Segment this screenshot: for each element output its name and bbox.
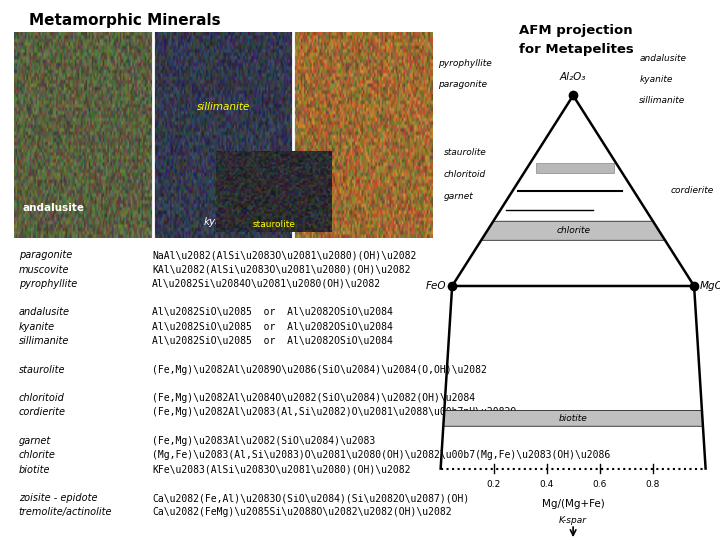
Text: garnet: garnet: [444, 192, 473, 201]
Text: for Metapelites: for Metapelites: [518, 43, 634, 56]
Text: cordierite: cordierite: [19, 408, 66, 417]
Text: chloritoid: chloritoid: [19, 393, 65, 403]
Bar: [536, 163, 613, 173]
Text: biotite: biotite: [19, 464, 50, 475]
Text: Al\u2082SiO\u2085  or  Al\u2082OSiO\u2084: Al\u2082SiO\u2085 or Al\u2082OSiO\u2084: [152, 307, 393, 318]
Text: 0.6: 0.6: [593, 480, 607, 489]
Text: andalusite: andalusite: [23, 203, 85, 213]
Text: chlorite: chlorite: [556, 226, 590, 235]
Text: K-spar: K-spar: [559, 516, 587, 525]
Text: FeO: FeO: [426, 281, 446, 291]
Text: KFe\u2083(AlSi\u2083O\u2081\u2080)(OH)\u2082: KFe\u2083(AlSi\u2083O\u2081\u2080)(OH)\u…: [152, 464, 410, 475]
Text: sillimanite: sillimanite: [197, 103, 250, 112]
Text: Al\u2082SiO\u2085  or  Al\u2082OSiO\u2084: Al\u2082SiO\u2085 or Al\u2082OSiO\u2084: [152, 336, 393, 346]
Text: (Fe,Mg)\u2082Al\u2084O\u2082(SiO\u2084)\u2082(OH)\u2084: (Fe,Mg)\u2082Al\u2084O\u2082(SiO\u2084)\…: [152, 393, 475, 403]
Text: Mg/(Mg+Fe): Mg/(Mg+Fe): [541, 500, 605, 509]
Text: kyanite: kyanite: [204, 217, 243, 227]
Text: sillimanite: sillimanite: [639, 96, 685, 105]
Text: kyanite: kyanite: [19, 322, 55, 332]
Text: andalusite: andalusite: [639, 54, 686, 63]
Text: garnet: garnet: [19, 436, 51, 446]
Text: pyrophyllite: pyrophyllite: [19, 279, 77, 289]
Text: zoisite - epidote: zoisite - epidote: [19, 493, 97, 503]
Text: staurolite: staurolite: [19, 364, 65, 375]
Text: AFM projection: AFM projection: [519, 24, 633, 37]
Text: paragonite: paragonite: [438, 80, 487, 90]
Text: MgO: MgO: [700, 281, 720, 291]
Text: Al\u2082SiO\u2085  or  Al\u2082OSiO\u2084: Al\u2082SiO\u2085 or Al\u2082OSiO\u2084: [152, 322, 393, 332]
Text: KAl\u2082(AlSi\u2083O\u2081\u2080)(OH)\u2082: KAl\u2082(AlSi\u2083O\u2081\u2080)(OH)\u…: [152, 265, 410, 274]
Text: (Fe,Mg)\u2083Al\u2082(SiO\u2084)\u2083: (Fe,Mg)\u2083Al\u2082(SiO\u2084)\u2083: [152, 436, 375, 446]
Text: staurolite: staurolite: [444, 147, 486, 157]
Text: tremolite/actinolite: tremolite/actinolite: [19, 508, 112, 517]
Text: 0.8: 0.8: [645, 480, 660, 489]
Text: Al₂O₃: Al₂O₃: [560, 72, 586, 82]
Text: kyanite: kyanite: [639, 75, 672, 84]
Text: (Fe,Mg)\u2082Al\u2083(Al,Si\u2082)O\u2081\u2088\u00b7nH\u2082O: (Fe,Mg)\u2082Al\u2083(Al,Si\u2082)O\u208…: [152, 408, 516, 417]
Text: staurolite: staurolite: [252, 220, 295, 229]
Text: Ca\u2082(Fe,Al)\u2083O(SiO\u2084)(Si\u2082O\u2087)(OH): Ca\u2082(Fe,Al)\u2083O(SiO\u2084)(Si\u20…: [152, 493, 469, 503]
Polygon shape: [444, 410, 703, 426]
Text: andalusite: andalusite: [19, 307, 70, 318]
Text: biotite: biotite: [559, 414, 588, 423]
Text: (Mg,Fe)\u2083(Al,Si\u2083)O\u2081\u2080(OH)\u2082\u00b7(Mg,Fe)\u2083(OH)\u2086: (Mg,Fe)\u2083(Al,Si\u2083)O\u2081\u2080(…: [152, 450, 611, 460]
Text: pyrophyllite: pyrophyllite: [438, 59, 492, 68]
Text: NaAl\u2082(AlSi\u2083O\u2081\u2080)(OH)\u2082: NaAl\u2082(AlSi\u2083O\u2081\u2080)(OH)\…: [152, 251, 417, 260]
Text: Metamorphic Minerals: Metamorphic Minerals: [29, 14, 220, 29]
Text: paragonite: paragonite: [19, 251, 72, 260]
Text: chlorite: chlorite: [19, 450, 55, 460]
Text: (Fe,Mg)\u2082Al\u2089O\u2086(SiO\u2084)\u2084(O,OH)\u2082: (Fe,Mg)\u2082Al\u2089O\u2086(SiO\u2084)\…: [152, 364, 487, 375]
Text: 0.2: 0.2: [487, 480, 500, 489]
Text: muscovite: muscovite: [19, 265, 69, 274]
Polygon shape: [481, 221, 665, 240]
Text: Al\u2082Si\u2084O\u2081\u2080(OH)\u2082: Al\u2082Si\u2084O\u2081\u2080(OH)\u2082: [152, 279, 382, 289]
Text: cordierite: cordierite: [671, 186, 714, 195]
Text: 0.4: 0.4: [539, 480, 554, 489]
Text: sillimanite: sillimanite: [19, 336, 69, 346]
Text: Ca\u2082(FeMg)\u2085Si\u2088O\u2082\u2082(OH)\u2082: Ca\u2082(FeMg)\u2085Si\u2088O\u2082\u208…: [152, 508, 452, 517]
Text: chloritoid: chloritoid: [444, 171, 486, 179]
